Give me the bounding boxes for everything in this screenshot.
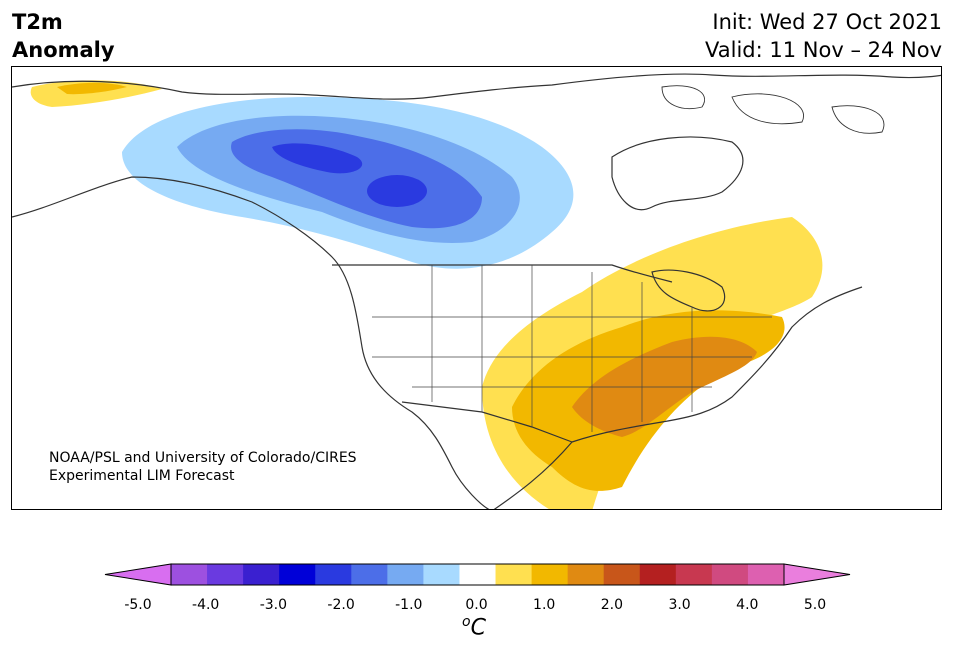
great-lakes: [651, 269, 726, 312]
warm-anomaly-alaska-core: [57, 82, 127, 95]
colorbar-tick-label: 5.0: [803, 597, 827, 613]
credit-line2: Experimental LIM Forecast: [49, 468, 235, 484]
colorbar-cell: [207, 564, 244, 585]
islands-arctic: [661, 85, 885, 134]
colorbar-cells: [104, 563, 851, 586]
colorbar-cell: [567, 564, 605, 585]
anomaly-map: [11, 66, 942, 510]
gulf-coast: [493, 286, 863, 509]
colorbar-cell: [711, 564, 749, 585]
hudson-bay: [611, 136, 744, 211]
credit-line1: NOAA/PSL and University of Colorado/CIRE…: [49, 450, 357, 466]
colorbar-tick-label: -1.0: [395, 597, 423, 613]
colorbar-cell: [315, 564, 352, 585]
colorbar-cell: [423, 564, 460, 585]
forecast-dates: Init: Wed 27 Oct 2021 Valid: 11 Nov – 24…: [705, 8, 942, 64]
us-canada-border: [332, 264, 673, 283]
units-degree: o: [462, 614, 471, 630]
map-credit: NOAA/PSL and University of Colorado/CIRE…: [49, 449, 357, 485]
colorbar-max-extension: [783, 563, 851, 586]
colorbar-cell: [351, 564, 388, 585]
cold-anomaly-core: [367, 175, 427, 207]
colorbar-tick-label: -3.0: [259, 597, 288, 613]
valid-range: Valid: 11 Nov – 24 Nov: [705, 38, 942, 62]
colorbar-tick-label: 4.0: [736, 597, 759, 613]
map-title: T2m Anomaly: [12, 8, 115, 64]
colorbar-cell: [387, 564, 424, 585]
pacific-coast: [12, 176, 490, 509]
north-coast: [12, 73, 941, 100]
colorbar-frame: [170, 563, 785, 586]
colorbar-cell: [675, 564, 713, 585]
map-svg: [12, 73, 941, 509]
units-letter: C: [470, 615, 486, 641]
init-date: Init: Wed 27 Oct 2021: [712, 10, 942, 34]
title-line2: Anomaly: [12, 38, 115, 62]
colorbar-tick-label: 0.0: [465, 597, 488, 613]
colorbar-tick-label: 2.0: [600, 597, 624, 613]
colorbar-tick-label: -4.0: [192, 597, 220, 613]
cold-anomaly-4c: [272, 143, 363, 174]
colorbar-units: oC: [462, 614, 486, 640]
title-line1: T2m: [12, 10, 63, 34]
colorbar-cell: [243, 564, 280, 585]
coastlines: [12, 73, 941, 509]
us-mexico-border: [401, 401, 573, 443]
colorbar-cell: [495, 564, 533, 585]
colorbar-cell: [171, 564, 208, 585]
colorbar-min-extension: [104, 563, 172, 586]
colorbar-cell: [531, 564, 569, 585]
state-lines: [372, 265, 772, 432]
colorbar-tick-label: -2.0: [327, 597, 355, 613]
colorbar-cell: [747, 564, 785, 585]
cold-anomaly-shading: [122, 97, 574, 269]
colorbar-tick-label: 1.0: [533, 597, 556, 613]
colorbar-cell: [639, 564, 677, 585]
colorbar-cell: [603, 564, 641, 585]
colorbar-tick-label: -5.0: [124, 597, 152, 613]
colorbar-cell: [459, 564, 497, 585]
colorbar-cell: [279, 564, 316, 585]
colorbar-tick-label: 3.0: [668, 597, 691, 613]
